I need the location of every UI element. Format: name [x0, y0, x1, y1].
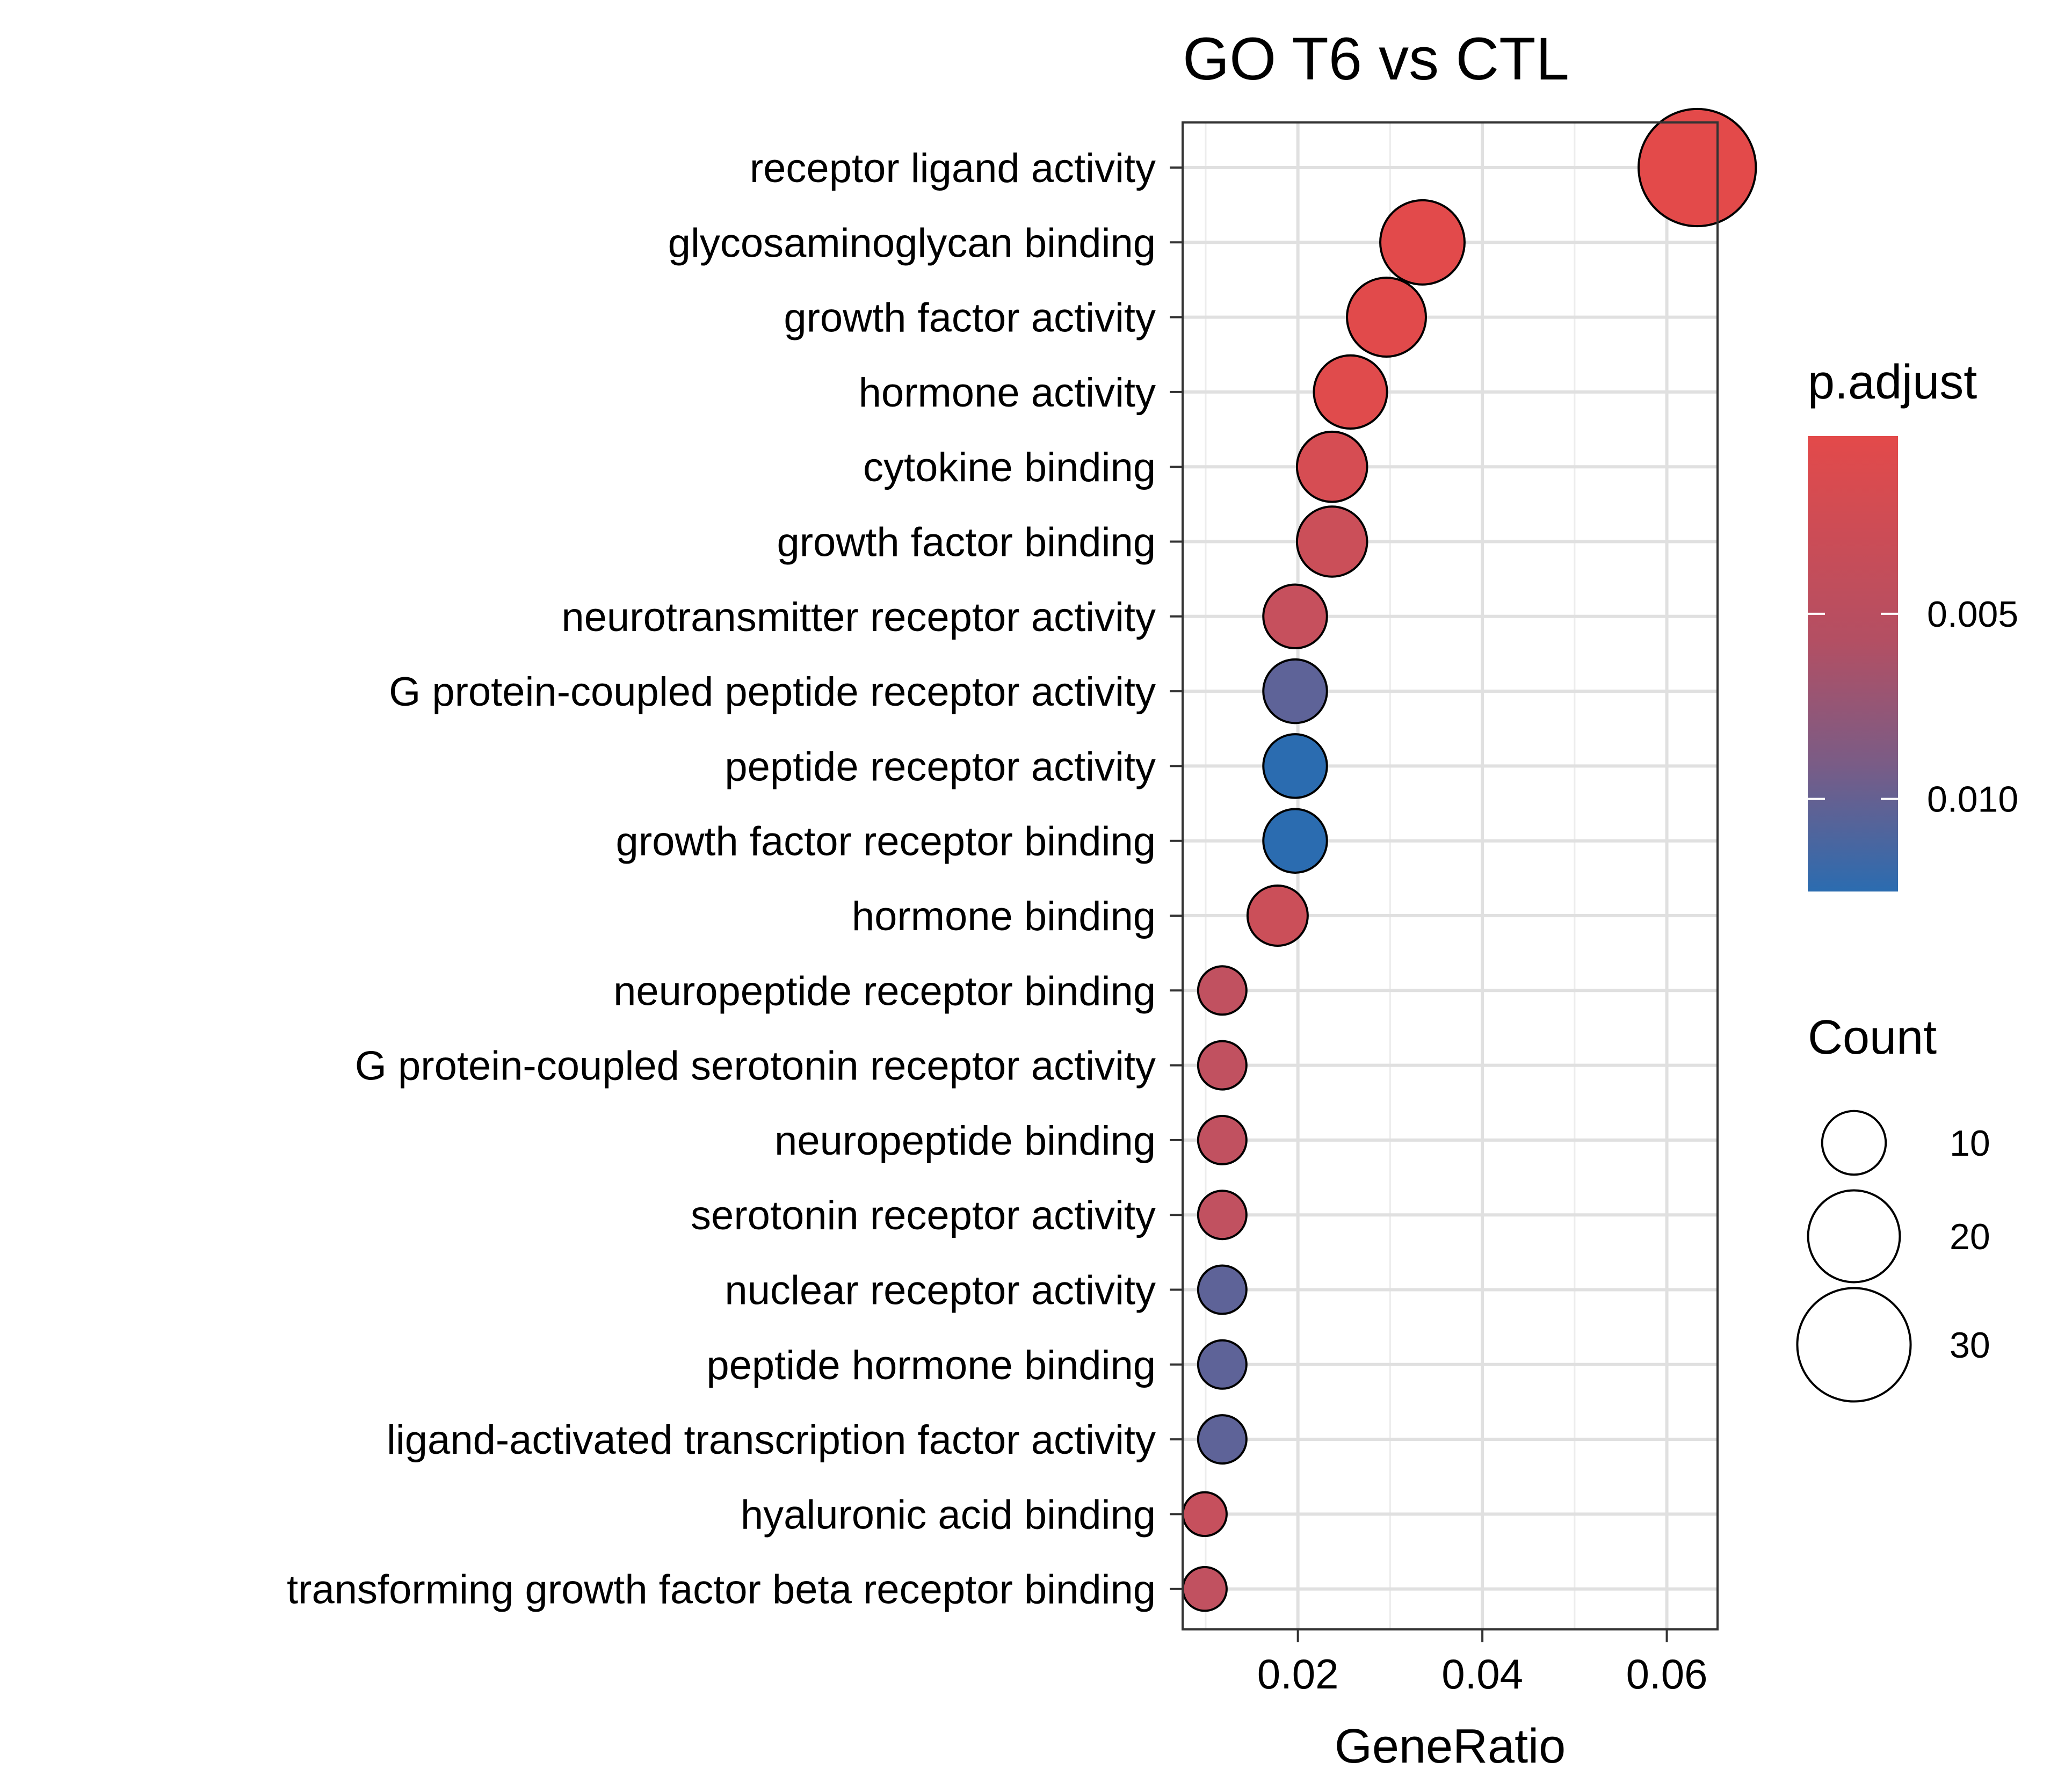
- size-legend-label: 30: [1950, 1325, 1990, 1366]
- y-tick-label: glycosaminoglycan binding: [668, 220, 1156, 266]
- y-tick-label: neuropeptide binding: [774, 1118, 1156, 1164]
- y-tick-label: peptide receptor activity: [725, 744, 1156, 789]
- size-legend-title: Count: [1808, 1011, 1937, 1064]
- data-point: [1346, 277, 1427, 358]
- size-legend-keys: 10 20 30: [1796, 1110, 1990, 1403]
- y-tick-label: G protein-coupled peptide receptor activ…: [389, 669, 1156, 715]
- y-tick-label: G protein-coupled serotonin receptor act…: [355, 1043, 1156, 1089]
- data-point: [1182, 1491, 1228, 1538]
- data-point: [1197, 1264, 1248, 1315]
- y-tick-label: nuclear receptor activity: [725, 1268, 1156, 1314]
- y-axis: receptor ligand activity glycosaminoglyca…: [287, 146, 1183, 1613]
- data-point: [1295, 505, 1368, 578]
- data-point: [1638, 107, 1757, 228]
- data-point: [1197, 1114, 1248, 1165]
- y-tick-label: growth factor binding: [777, 520, 1156, 566]
- data-point: [1313, 354, 1388, 430]
- y-tick-label: peptide hormone binding: [706, 1343, 1156, 1388]
- data-point: [1295, 430, 1368, 503]
- data-point: [1262, 808, 1328, 874]
- data-point: [1262, 733, 1328, 799]
- data-point: [1197, 1414, 1248, 1465]
- data-point: [1379, 199, 1466, 286]
- y-tick-label: hormone binding: [852, 894, 1156, 939]
- y-tick-label: cytokine binding: [863, 445, 1156, 490]
- data-point: [1262, 658, 1328, 724]
- color-bar: [1808, 436, 1898, 891]
- y-tick-label: hormone activity: [859, 370, 1156, 416]
- size-legend-circle: [1796, 1287, 1912, 1403]
- x-axis: 0.02 0.04 0.06: [1257, 1629, 1708, 1698]
- y-tick-label: growth factor receptor binding: [616, 819, 1156, 865]
- y-tick-label: ligand-activated transcription factor ac…: [387, 1417, 1156, 1463]
- plot-panel-background: [1183, 122, 1718, 1629]
- y-tick-label: receptor ligand activity: [750, 146, 1156, 191]
- x-tick-label: 0.04: [1441, 1650, 1523, 1698]
- data-point: [1197, 1040, 1248, 1091]
- color-legend-title: p.adjust: [1808, 356, 1977, 409]
- data-point: [1197, 965, 1248, 1016]
- x-tick-label: 0.02: [1257, 1650, 1339, 1698]
- data-points: [1182, 107, 1757, 1612]
- y-tick-label: serotonin receptor activity: [691, 1193, 1156, 1238]
- size-legend-circle: [1821, 1110, 1887, 1176]
- y-tick-label: neurotransmitter receptor activity: [561, 595, 1156, 640]
- color-bar-label: 0.005: [1927, 594, 2018, 635]
- color-bar-ticks: 0.005 0.010: [1808, 594, 2018, 820]
- x-tick-label: 0.06: [1626, 1650, 1708, 1698]
- plot-panel-border: [1182, 121, 1719, 1630]
- y-tick-label: hyaluronic acid binding: [741, 1492, 1156, 1538]
- data-point: [1262, 583, 1328, 650]
- data-point: [1197, 1339, 1248, 1390]
- y-tick-label: neuropeptide receptor binding: [613, 968, 1156, 1014]
- grid-lines: [1183, 122, 1718, 1629]
- x-axis-title: GeneRatio: [1335, 1720, 1566, 1773]
- data-point: [1197, 1190, 1248, 1241]
- size-legend-label: 10: [1950, 1123, 1990, 1164]
- y-tick-label: growth factor activity: [784, 295, 1156, 341]
- data-point: [1246, 885, 1309, 947]
- y-tick-label: transforming growth factor beta receptor…: [287, 1567, 1156, 1613]
- size-legend: Count 10 20 30: [1796, 1011, 1990, 1403]
- color-legend: p.adjust 0.005 0.010: [1808, 356, 2018, 891]
- size-legend-circle: [1807, 1189, 1901, 1284]
- chart-title: GO T6 vs CTL: [1183, 25, 1569, 92]
- color-bar-label: 0.010: [1927, 779, 2018, 820]
- data-point: [1182, 1565, 1228, 1612]
- size-legend-label: 20: [1950, 1216, 1990, 1257]
